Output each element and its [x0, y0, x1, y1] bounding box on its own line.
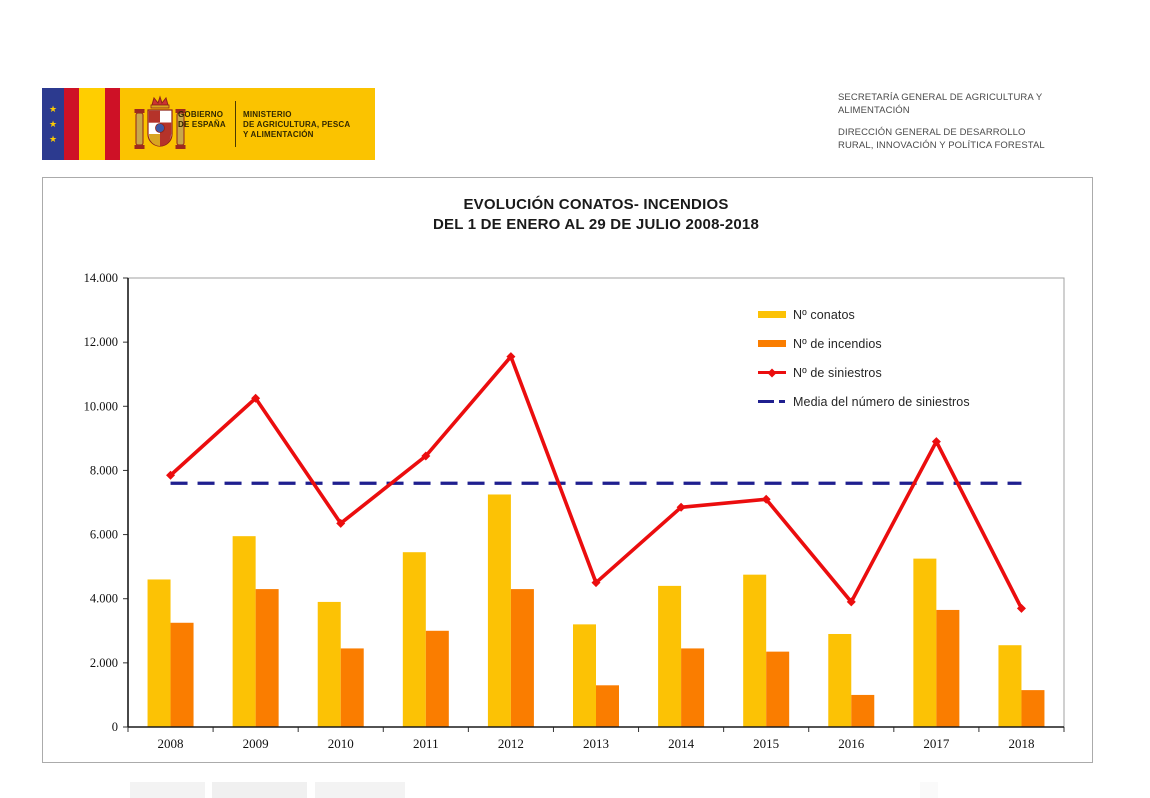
secretaria-general-text: SECRETARÍA GENERAL DE AGRICULTURA Y ALIM… [838, 92, 1043, 116]
incendios-bar-swatch [758, 340, 786, 347]
siniestros-marker [591, 578, 601, 588]
y-tick-label: 10.000 [84, 399, 118, 413]
siniestros-marker [931, 437, 941, 447]
siniestros-marker [1016, 603, 1026, 613]
incendios-bar [936, 609, 960, 727]
legend-item-conatos: Nº conatos [758, 300, 970, 329]
incendios-bar [340, 648, 364, 727]
y-tick-label: 4.000 [90, 592, 118, 606]
legend-label: Nº de siniestros [793, 365, 882, 380]
siniestros-marker [846, 597, 856, 607]
y-tick-label: 12.000 [84, 335, 118, 349]
siniestros-line-swatch [758, 367, 786, 378]
x-tick-label: 2018 [1008, 736, 1034, 751]
spain-flag-yellow-stripe [79, 88, 105, 160]
legend-item-siniestros: Nº de siniestros [758, 358, 970, 387]
x-tick-label: 2014 [668, 736, 695, 751]
chart-legend: Nº conatos Nº de incendios Nº de siniest… [758, 300, 970, 416]
media-dashed-swatch [758, 400, 786, 403]
y-tick-label: 8.000 [90, 463, 118, 477]
incendios-bar [681, 648, 705, 727]
gobierno-text: GOBIERNO DE ESPAÑA [178, 110, 226, 129]
x-tick-label: 2016 [838, 736, 865, 751]
siniestros-marker [336, 518, 346, 528]
x-tick-label: 2015 [753, 736, 779, 751]
eu-star-icon: ★ [48, 133, 58, 144]
incendios-bar [596, 685, 619, 727]
y-tick-label: 6.000 [90, 528, 118, 542]
siniestros-marker [251, 393, 261, 403]
incendios-bar [170, 622, 194, 727]
x-tick-label: 2017 [923, 736, 950, 751]
eu-star-icon: ★ [48, 103, 58, 114]
combo-chart: 0 2.000 4.000 6.000 8.000 10.000 12.000 14.000 2… [84, 271, 1065, 751]
x-tick-label: 2011 [413, 736, 439, 751]
siniestros-marker [166, 470, 176, 480]
legend-item-media: Media del número de siniestros [758, 387, 970, 416]
conatos-bar [317, 601, 341, 727]
x-tick-label: 2009 [243, 736, 269, 751]
legend-item-incendios: Nº de incendios [758, 329, 970, 358]
conatos-bar [232, 536, 256, 727]
chart-container: EVOLUCIÓN CONATOS- INCENDIOS DEL 1 DE EN… [42, 177, 1093, 763]
chart-title-line2: DEL 1 DE ENERO AL 29 DE JULIO 2008-2018 [433, 216, 759, 233]
y-tick-label: 2.000 [90, 656, 118, 670]
incendios-bar [766, 651, 790, 727]
spain-flag-red-stripe [105, 88, 120, 160]
siniestros-marker [421, 451, 431, 461]
x-tick-label: 2008 [158, 736, 184, 751]
conatos-bar [658, 585, 682, 727]
department-header-text: SECRETARÍA GENERAL DE AGRICULTURA Y ALIM… [838, 92, 1058, 162]
legend-label: Nº conatos [793, 307, 855, 322]
direccion-general-text: DIRECCIÓN GENERAL DE DESARROLLO RURAL, I… [838, 127, 1045, 151]
eu-star-icon: ★ [48, 118, 58, 129]
spain-coat-of-arms [134, 95, 186, 149]
y-tick-label: 0 [112, 720, 118, 734]
conatos-bar [487, 494, 511, 727]
conatos-bar [147, 579, 171, 727]
x-tick-label: 2012 [498, 736, 524, 751]
chart-title: EVOLUCIÓN CONATOS- INCENDIOS DEL 1 DE EN… [128, 195, 1064, 235]
ministerio-text: MINISTERIO DE AGRICULTURA, PESCA Y ALIME… [243, 110, 351, 139]
legend-label: Nº de incendios [793, 336, 882, 351]
siniestros-marker [676, 502, 686, 512]
x-tick-label: 2010 [328, 736, 354, 751]
incendios-bar [851, 694, 875, 727]
eu-flag-fragment: ★ ★ ★ [42, 88, 64, 160]
chart-title-line1: EVOLUCIÓN CONATOS- INCENDIOS [463, 196, 729, 213]
conatos-bar [913, 558, 937, 727]
legend-label: Media del número de siniestros [793, 394, 970, 409]
spain-flag-red-stripe [64, 88, 79, 160]
conatos-bar-swatch [758, 311, 786, 318]
incendios-bar [1021, 690, 1045, 727]
y-tick-label: 14.000 [84, 271, 118, 285]
logo-divider [235, 101, 236, 147]
conatos-bar [402, 552, 426, 727]
conatos-bar [828, 633, 852, 727]
incendios-bar [425, 630, 449, 727]
conatos-bar [998, 645, 1022, 727]
conatos-bar [743, 574, 767, 727]
gobierno-de-espana-logo: ★ ★ ★ GOBIERNO DE ESPAÑA MINISTERIO DE A… [42, 88, 375, 160]
siniestros-marker [761, 494, 771, 504]
conatos-bar [573, 624, 596, 727]
incendios-bar [510, 589, 534, 727]
incendios-bar [255, 589, 279, 727]
siniestros-marker [506, 352, 516, 362]
cropped-next-element [0, 779, 1150, 798]
x-tick-label: 2013 [583, 736, 609, 751]
